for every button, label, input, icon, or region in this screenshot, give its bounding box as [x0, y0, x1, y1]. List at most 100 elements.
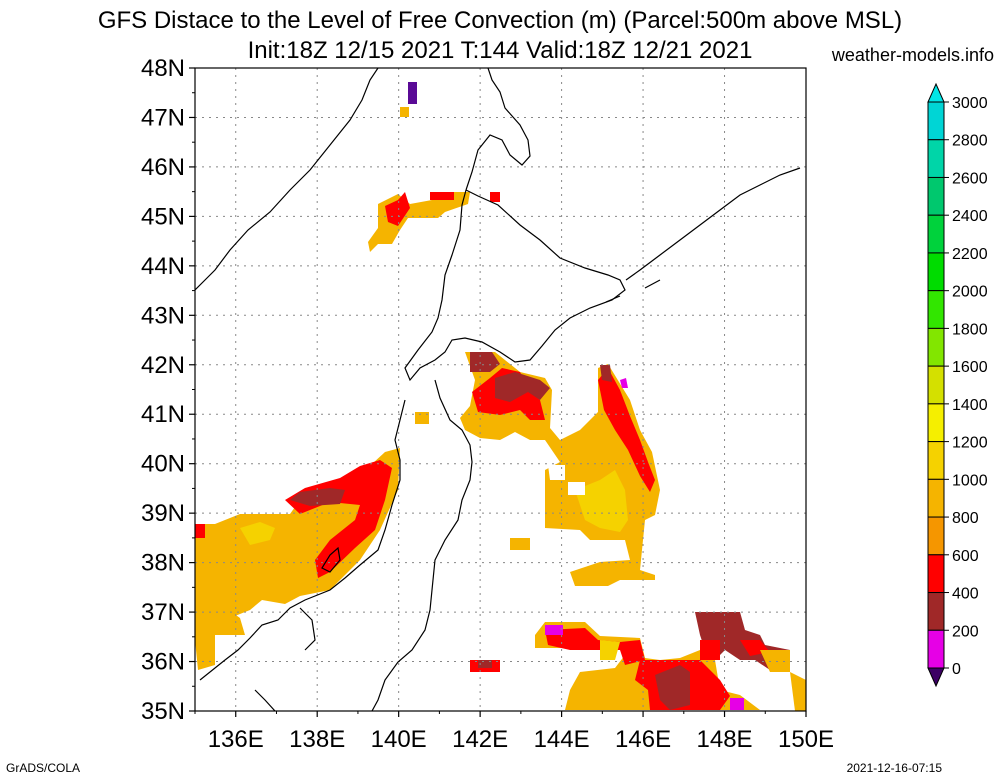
- colorbar-label: 1400: [952, 397, 988, 414]
- field-cell: [548, 465, 565, 480]
- colorbar-swatch: [927, 252, 945, 292]
- footer-source: GrADS/COLA: [6, 761, 81, 775]
- field-cell: [545, 625, 563, 635]
- lat-tick-label: 37N: [141, 599, 185, 626]
- lon-tick-label: 140E: [371, 726, 427, 753]
- colorbar-swatch: [927, 478, 945, 518]
- lat-tick-label: 47N: [141, 104, 185, 131]
- field-cell: [600, 640, 620, 660]
- field-cell: [598, 368, 655, 492]
- lat-tick-label: 43N: [141, 302, 185, 329]
- colorbar-swatch: [927, 365, 945, 405]
- lat-tick-label: 42N: [141, 352, 185, 379]
- field-cell: [240, 522, 275, 545]
- colorbar-label: 600: [952, 548, 979, 565]
- lat-tick-label: 40N: [141, 451, 185, 478]
- field-cell: [575, 470, 628, 532]
- colorbar-swatch: [927, 592, 945, 631]
- colorbar-label: 1200: [952, 435, 988, 452]
- lon-tick-label: 138E: [289, 726, 345, 753]
- chart-title: GFS Distace to the Level of Free Convect…: [97, 7, 903, 34]
- field-cell: [478, 660, 492, 668]
- colorbar-label: 2400: [952, 208, 988, 225]
- colorbar-bottom-arrow: [927, 667, 945, 688]
- lon-tick-label: 144E: [534, 726, 590, 753]
- chart-subtitle: Init:18Z 12/15 2021 T:144 Valid:18Z 12/2…: [247, 37, 753, 64]
- lat-tick-label: 45N: [141, 203, 185, 230]
- colorbar-label: 200: [952, 623, 979, 640]
- colorbar-label: 3000: [952, 95, 988, 112]
- field-cell: [415, 412, 429, 424]
- colorbar: 3000280026002400220020001800160014001200…: [927, 82, 988, 688]
- colorbar-label: 400: [952, 586, 979, 603]
- colorbar-swatch: [927, 290, 945, 329]
- colorbar-swatch: [927, 441, 945, 480]
- field-cell: [385, 192, 410, 226]
- field-cell: [368, 192, 470, 252]
- field-cell: [730, 698, 744, 710]
- lon-tick-label: 146E: [615, 726, 671, 753]
- colorbar-label: 800: [952, 510, 979, 527]
- colorbar-swatch: [927, 554, 945, 594]
- lat-tick-label: 39N: [141, 500, 185, 527]
- colorbar-label: 1000: [952, 472, 988, 489]
- field-cell: [620, 378, 628, 388]
- latitude-labels: 48N 47N 46N 45N 44N 43N 42N 41N 40N 39N 38N 37N 36N 3…: [141, 55, 185, 725]
- coastline-kurils: [605, 167, 801, 303]
- lat-tick-label: 44N: [141, 253, 185, 280]
- credit-label: weather-models.info: [831, 45, 994, 65]
- field-cell: [195, 575, 245, 670]
- field-cell: [285, 460, 392, 578]
- colorbar-label: 0: [952, 661, 961, 678]
- field-cell: [655, 665, 690, 710]
- lfc-field: [195, 82, 806, 711]
- colorbar-swatch: [927, 101, 945, 141]
- field-cell: [700, 640, 720, 660]
- colorbar-label: 2600: [952, 170, 988, 187]
- coastline-hokkaido: [404, 189, 626, 382]
- colorbar-swatch: [927, 403, 945, 443]
- colorbar-swatch: [927, 516, 945, 556]
- field-cell: [545, 628, 645, 665]
- lat-tick-label: 38N: [141, 550, 185, 577]
- colorbar-label: 2800: [952, 133, 988, 150]
- lat-tick-label: 41N: [141, 401, 185, 428]
- lon-tick-label: 142E: [452, 726, 508, 753]
- field-cell: [195, 524, 205, 538]
- field-cell: [790, 672, 806, 711]
- field-cell: [490, 192, 500, 202]
- lon-tick-label: 148E: [697, 726, 753, 753]
- lat-tick-label: 46N: [141, 154, 185, 181]
- field-cell: [495, 372, 550, 402]
- lat-tick-label: 35N: [141, 698, 185, 725]
- field-cell: [430, 192, 454, 200]
- footer-timestamp: 2021-12-16-07:15: [846, 761, 942, 775]
- colorbar-top-arrow: [927, 82, 945, 103]
- field-cell: [760, 650, 790, 672]
- coastline-asia: [195, 68, 379, 291]
- field-cell: [408, 82, 417, 104]
- lat-tick-label: 48N: [141, 55, 185, 82]
- coastline-honshu: [199, 379, 473, 711]
- lon-tick-label: 136E: [208, 726, 264, 753]
- colorbar-label: 1600: [952, 359, 988, 376]
- colorbar-label: 2000: [952, 284, 988, 301]
- lat-tick-label: 36N: [141, 649, 185, 676]
- colorbar-swatch: [927, 214, 945, 254]
- coastline-peninsula: [254, 607, 316, 711]
- lon-tick-label: 150E: [778, 726, 834, 753]
- colorbar-swatch: [927, 176, 945, 216]
- colorbar-swatch: [927, 139, 945, 178]
- field-cell: [470, 352, 500, 372]
- colorbar-label: 1800: [952, 321, 988, 338]
- colorbar-label: 2200: [952, 246, 988, 263]
- field-cell: [568, 482, 585, 495]
- colorbar-swatch: [927, 629, 945, 669]
- coastline-sakhalin: [465, 68, 531, 191]
- coastline-sado: [321, 546, 341, 573]
- field-cell: [600, 365, 612, 382]
- coastlines: [195, 68, 801, 711]
- longitude-labels: 136E 138E 140E 142E 144E 146E 148E 150E: [208, 726, 834, 753]
- field-cell: [510, 538, 530, 550]
